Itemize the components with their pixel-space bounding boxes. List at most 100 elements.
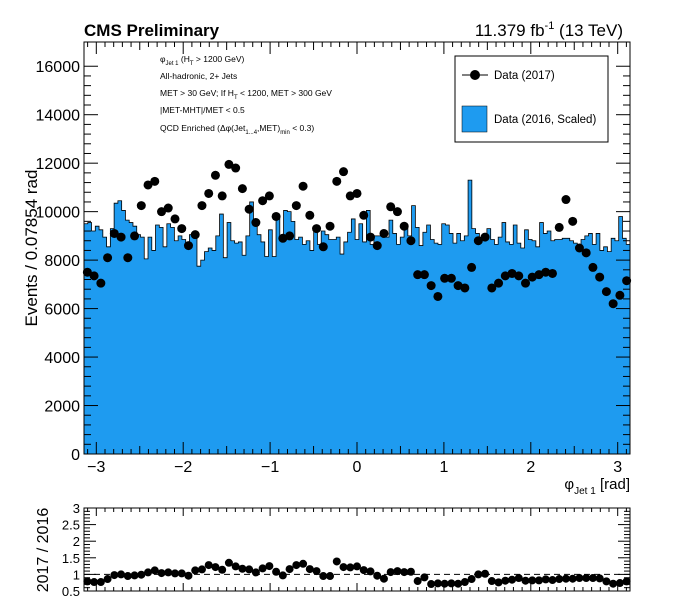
ratio-point: [400, 568, 409, 577]
ratio-point: [602, 577, 611, 586]
ratio-point: [191, 566, 200, 575]
ratio-points: [83, 557, 631, 589]
x-tick-label: 2: [526, 459, 535, 476]
annotation-line-5: QCD Enriched (Δφ(Jet1...4,MET)min < 0.3): [160, 123, 314, 136]
ratio-point: [258, 564, 267, 573]
data-point-2017: [365, 232, 375, 242]
data-point-2017: [318, 242, 328, 252]
x-tick-label: 1: [439, 459, 448, 476]
ratio-point: [292, 561, 301, 570]
ratio-point: [514, 574, 523, 583]
ratio-point: [150, 566, 159, 575]
ratio-point: [541, 575, 550, 584]
data-point-2017: [285, 231, 295, 241]
data-point-2017: [399, 221, 409, 231]
data-point-2017: [325, 221, 335, 231]
ratio-point: [231, 562, 240, 571]
data-point-2017: [419, 270, 429, 280]
data-point-2017: [150, 176, 160, 186]
data-point-2017: [291, 201, 301, 211]
data-point-2017: [136, 201, 146, 211]
y-tick-label: 4000: [44, 350, 80, 367]
data-point-2017: [574, 243, 584, 253]
y-tick-label: 10000: [36, 205, 81, 222]
data-point-2017: [96, 278, 106, 288]
y-tick-label: 2000: [44, 399, 80, 416]
data-point-2017: [547, 268, 557, 278]
ratio-point: [272, 567, 281, 576]
x-tick-label: −2: [174, 459, 192, 476]
data-point-2017: [467, 262, 477, 272]
ratio-point: [555, 575, 564, 584]
ratio-point: [467, 575, 476, 584]
ratio-point: [326, 572, 335, 581]
ratio-y-tick-label: 1.5: [62, 551, 80, 566]
ratio-point: [575, 574, 584, 583]
ratio-y-tick-label: 0.5: [62, 584, 80, 599]
data-point-2017: [210, 170, 220, 180]
ratio-point: [265, 562, 274, 571]
data-point-2017: [446, 273, 456, 283]
ratio-point: [103, 575, 112, 584]
ratio-point: [588, 574, 597, 583]
lumi-label: 11.379 fb-1 (13 TeV): [475, 20, 623, 40]
legend-label-2017: Data (2017): [494, 70, 555, 82]
ratio-point: [609, 579, 618, 588]
data-point-2017: [595, 272, 605, 282]
data-point-2017: [581, 248, 591, 258]
data-point-2017: [170, 214, 180, 224]
ratio-point: [393, 567, 402, 576]
ratio-point: [487, 577, 496, 586]
ratio-point: [197, 565, 206, 574]
data-point-2017: [379, 228, 389, 238]
ratio-point: [117, 570, 126, 579]
ratio-point: [568, 574, 577, 583]
ratio-point: [615, 579, 624, 588]
data-point-2017: [473, 236, 483, 246]
data-point-2017: [251, 218, 261, 228]
ratio-point: [164, 568, 173, 577]
data-point-2017: [460, 283, 470, 293]
data-point-2017: [514, 271, 524, 281]
data-point-2017: [494, 278, 504, 288]
ratio-point: [305, 565, 314, 574]
data-point-2017: [588, 262, 598, 272]
ratio-point: [501, 576, 510, 585]
data-point-2017: [224, 159, 234, 169]
data-point-2017: [305, 210, 315, 220]
y-tick-label: 12000: [36, 156, 81, 173]
ratio-point: [440, 579, 449, 588]
annotation-line-1: φJet 1 (HT > 1200 GeV): [160, 54, 245, 67]
ratio-point: [561, 574, 570, 583]
data-point-2017: [163, 203, 173, 213]
ratio-point: [582, 574, 591, 583]
y-tick-label: 16000: [36, 59, 81, 76]
ratio-point: [285, 565, 294, 574]
x-tick-label: 0: [353, 459, 362, 476]
data-point-2017: [183, 241, 193, 251]
ratio-point: [171, 569, 179, 578]
data-point-2017: [244, 204, 254, 214]
data-point-2017: [217, 191, 227, 201]
ratio-point: [481, 569, 490, 578]
x-axis-title: φJet 1 [rad]: [564, 476, 630, 497]
ratio-point: [406, 567, 415, 576]
data-point-2017: [615, 290, 625, 300]
data-point-2017: [116, 232, 126, 242]
data-point-2017: [177, 224, 187, 234]
ratio-point: [460, 578, 469, 587]
ratio-point: [379, 574, 388, 583]
ratio-point: [224, 558, 233, 567]
data-point-2017: [298, 181, 308, 191]
ratio-point: [373, 571, 382, 580]
ratio-point: [130, 571, 139, 580]
ratio-point: [353, 562, 361, 571]
legend-swatch-2016: [461, 105, 488, 133]
ratio-point: [433, 579, 442, 588]
ratio-point: [454, 579, 463, 588]
data-point-2017: [352, 188, 362, 198]
points-2017: [82, 159, 632, 309]
ratio-point: [278, 571, 287, 580]
data-point-2017: [339, 167, 349, 177]
data-point-2017: [392, 207, 402, 217]
